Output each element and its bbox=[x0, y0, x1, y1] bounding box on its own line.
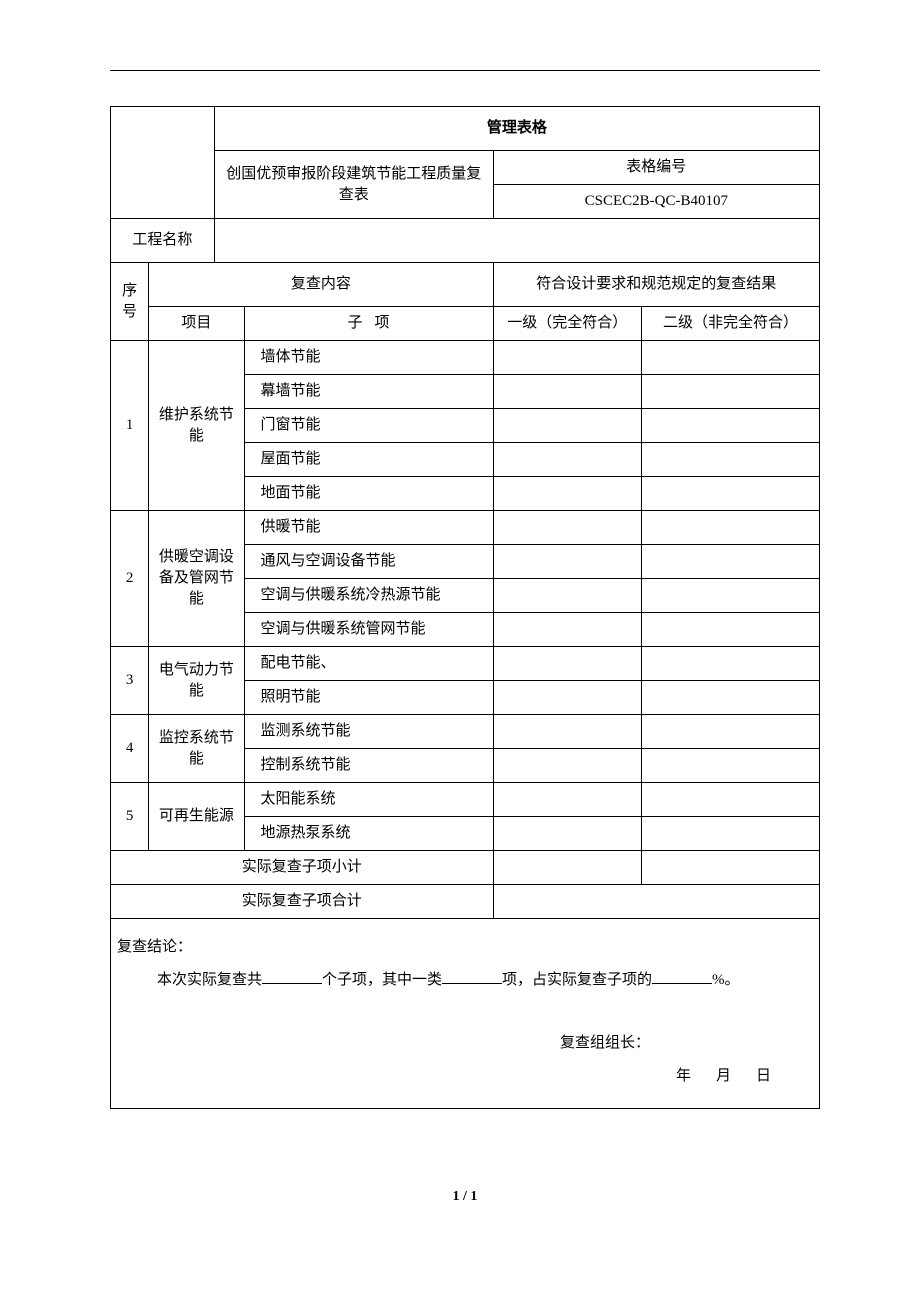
result-l1 bbox=[493, 545, 641, 579]
subtotal-label: 实际复查子项小计 bbox=[111, 851, 494, 885]
sub-item: 监测系统节能 bbox=[244, 715, 493, 749]
form-number-value: CSCEC2B-QC-B40107 bbox=[493, 185, 819, 219]
result-l1 bbox=[493, 749, 641, 783]
result-l2 bbox=[641, 647, 819, 681]
sub-item: 空调与供暖系统冷热源节能 bbox=[244, 579, 493, 613]
page-number: 1 / 1 bbox=[110, 1189, 820, 1205]
result-l1 bbox=[493, 579, 641, 613]
sub-item: 屋面节能 bbox=[244, 443, 493, 477]
blank-count bbox=[262, 968, 322, 985]
sub-item: 地面节能 bbox=[244, 477, 493, 511]
result-l2 bbox=[641, 613, 819, 647]
result-l2 bbox=[641, 817, 819, 851]
form-title: 管理表格 bbox=[214, 107, 819, 151]
result-l1 bbox=[493, 341, 641, 375]
conclusion-cell: 复查结论： 本次实际复查共个子项，其中一类项，占实际复查子项的%。 复查组组长：… bbox=[111, 919, 820, 1109]
result-l2 bbox=[641, 511, 819, 545]
result-l2 bbox=[641, 545, 819, 579]
col-level2: 二级（非完全符合） bbox=[641, 307, 819, 341]
subtotal-l1 bbox=[493, 851, 641, 885]
sub-item: 配电节能、 bbox=[244, 647, 493, 681]
seq-1: 1 bbox=[111, 341, 149, 511]
project-name-label: 工程名称 bbox=[111, 219, 215, 263]
section-1-name: 维护系统节能 bbox=[149, 341, 244, 511]
sub-item: 墙体节能 bbox=[244, 341, 493, 375]
section-3-name: 电气动力节能 bbox=[149, 647, 244, 715]
sub-item: 太阳能系统 bbox=[244, 783, 493, 817]
result-l1 bbox=[493, 647, 641, 681]
seq-2: 2 bbox=[111, 511, 149, 647]
result-l1 bbox=[493, 375, 641, 409]
section-4-name: 监控系统节能 bbox=[149, 715, 244, 783]
result-l1 bbox=[493, 817, 641, 851]
sub-item: 供暖节能 bbox=[244, 511, 493, 545]
col-sub-item: 子项 bbox=[244, 307, 493, 341]
result-l2 bbox=[641, 579, 819, 613]
col-review-result: 符合设计要求和规范规定的复查结果 bbox=[493, 263, 819, 307]
sub-item: 空调与供暖系统管网节能 bbox=[244, 613, 493, 647]
seq-3: 3 bbox=[111, 647, 149, 715]
result-l1 bbox=[493, 783, 641, 817]
sub-item: 控制系统节能 bbox=[244, 749, 493, 783]
date-line: 年 月 日 bbox=[117, 1060, 813, 1093]
blank-class1 bbox=[442, 968, 502, 985]
conclusion-label: 复查结论： bbox=[117, 931, 813, 964]
sub-item: 照明节能 bbox=[244, 681, 493, 715]
conclusion-line: 本次实际复查共个子项，其中一类项，占实际复查子项的%。 bbox=[117, 964, 813, 997]
project-name-value bbox=[214, 219, 819, 263]
total-label: 实际复查子项合计 bbox=[111, 885, 494, 919]
result-l1 bbox=[493, 613, 641, 647]
sub-item: 地源热泵系统 bbox=[244, 817, 493, 851]
subtotal-l2 bbox=[641, 851, 819, 885]
sub-item: 门窗节能 bbox=[244, 409, 493, 443]
result-l2 bbox=[641, 443, 819, 477]
result-l1 bbox=[493, 715, 641, 749]
col-project: 项目 bbox=[149, 307, 244, 341]
main-form-table: 管理表格 创国优预审报阶段建筑节能工程质量复查表 表格编号 CSCEC2B-QC… bbox=[110, 106, 820, 1109]
form-subtitle: 创国优预审报阶段建筑节能工程质量复查表 bbox=[214, 151, 493, 219]
section-2-name: 供暖空调设备及管网节能 bbox=[149, 511, 244, 647]
result-l1 bbox=[493, 511, 641, 545]
result-l2 bbox=[641, 341, 819, 375]
total-value bbox=[493, 885, 819, 919]
sub-item: 幕墙节能 bbox=[244, 375, 493, 409]
form-number-label: 表格编号 bbox=[493, 151, 819, 185]
col-seq: 序号 bbox=[111, 263, 149, 341]
result-l1 bbox=[493, 477, 641, 511]
result-l2 bbox=[641, 409, 819, 443]
result-l1 bbox=[493, 443, 641, 477]
col-level1: 一级（完全符合） bbox=[493, 307, 641, 341]
result-l2 bbox=[641, 477, 819, 511]
result-l2 bbox=[641, 783, 819, 817]
seq-4: 4 bbox=[111, 715, 149, 783]
result-l2 bbox=[641, 715, 819, 749]
top-divider bbox=[110, 70, 820, 71]
sub-item: 通风与空调设备节能 bbox=[244, 545, 493, 579]
leader-label: 复查组组长： bbox=[117, 1027, 813, 1060]
result-l2 bbox=[641, 375, 819, 409]
result-l2 bbox=[641, 749, 819, 783]
result-l1 bbox=[493, 681, 641, 715]
col-review-content: 复查内容 bbox=[149, 263, 493, 307]
section-5-name: 可再生能源 bbox=[149, 783, 244, 851]
result-l2 bbox=[641, 681, 819, 715]
blank-pct bbox=[652, 968, 712, 985]
seq-5: 5 bbox=[111, 783, 149, 851]
result-l1 bbox=[493, 409, 641, 443]
